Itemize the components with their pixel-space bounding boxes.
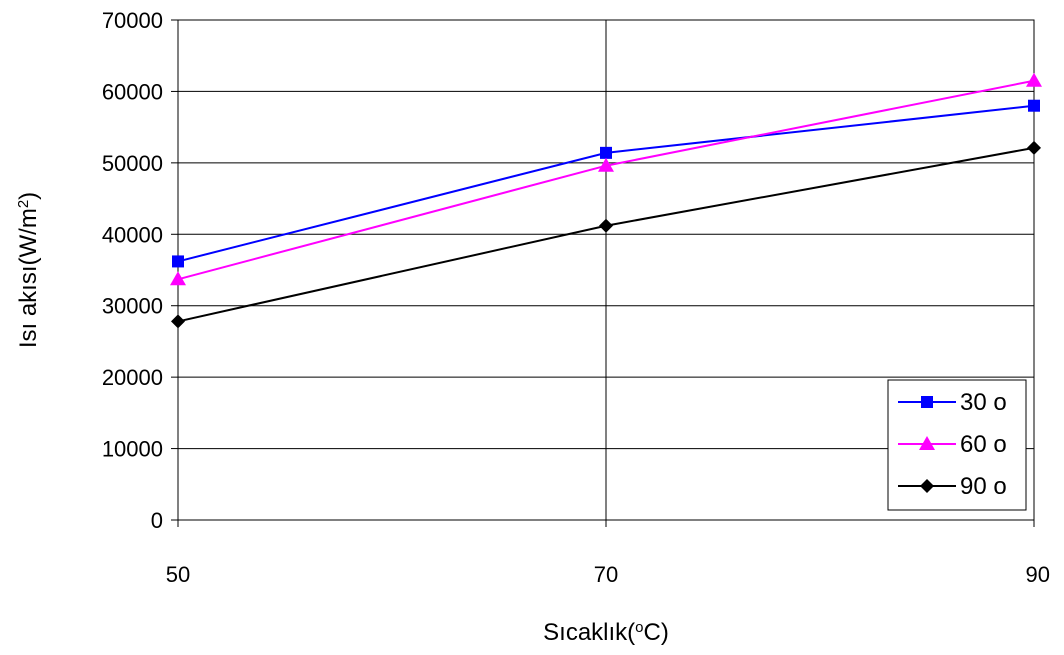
legend-marker xyxy=(919,436,935,450)
data-point xyxy=(1027,140,1041,155)
legend-label: 30 o xyxy=(960,389,1007,416)
data-point xyxy=(170,271,186,286)
y-tick-label: 70000 xyxy=(102,8,163,33)
legend-item: 30 o xyxy=(898,389,1007,416)
legend-item: 90 o xyxy=(898,473,1007,500)
y-tick-label: 60000 xyxy=(102,79,163,104)
y-axis-ticks: 0 10000 20000 30000 40000 50000 60000 70000 xyxy=(102,8,178,533)
legend-label: 90 o xyxy=(960,473,1007,500)
legend-marker xyxy=(920,479,934,493)
legend-item: 60 o xyxy=(898,431,1007,458)
y-tick-label: 50000 xyxy=(102,151,163,176)
x-axis-ticks: 50 70 90 xyxy=(166,520,1050,587)
legend-marker xyxy=(921,396,933,408)
data-point xyxy=(599,218,613,233)
y-tick-label: 20000 xyxy=(102,365,163,390)
y-tick-label: 10000 xyxy=(102,437,163,462)
series-3 xyxy=(171,140,1041,329)
y-tick-label: 30000 xyxy=(102,294,163,319)
legend-label: 60 o xyxy=(960,431,1007,458)
x-tick-label: 70 xyxy=(594,562,618,587)
data-point xyxy=(1026,72,1042,87)
data-point xyxy=(171,314,185,329)
y-axis-title: Isı akısı(W/m2) xyxy=(15,192,43,348)
series-1 xyxy=(172,99,1040,268)
x-axis-title: Sıcaklık(oC) xyxy=(543,619,669,647)
legend: 30 o 60 o 90 o xyxy=(887,379,1027,511)
series-group xyxy=(170,72,1042,329)
x-tick-label: 90 xyxy=(1026,562,1050,587)
x-tick-label: 50 xyxy=(166,562,190,587)
data-point xyxy=(172,255,184,268)
y-tick-label: 0 xyxy=(151,508,163,533)
series-2 xyxy=(170,72,1042,286)
data-point xyxy=(598,157,614,172)
data-point xyxy=(1028,99,1040,112)
y-tick-label: 40000 xyxy=(102,222,163,247)
data-point xyxy=(600,146,612,159)
